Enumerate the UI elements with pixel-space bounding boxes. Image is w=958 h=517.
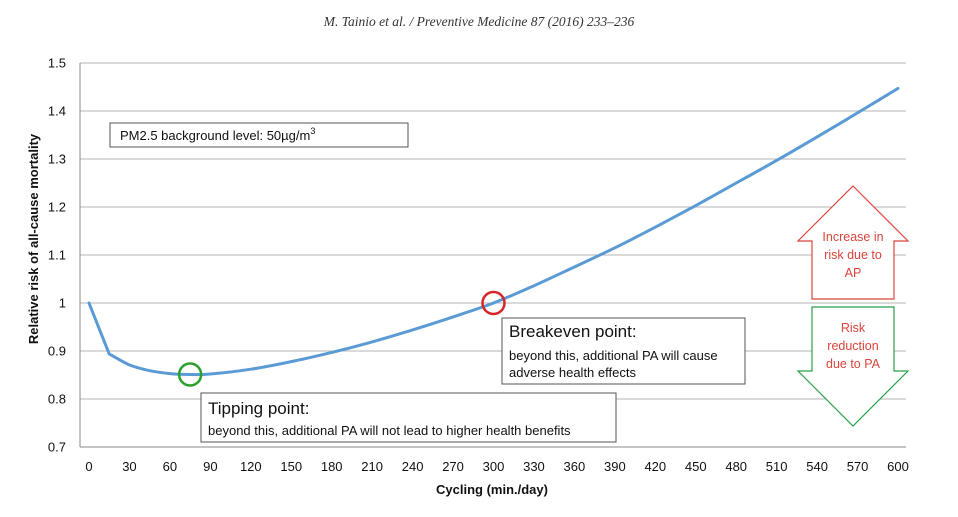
x-tick-label: 90 xyxy=(203,459,217,474)
y-tick-label: 0.9 xyxy=(48,344,66,359)
x-tick-label: 210 xyxy=(361,459,383,474)
tipping-point-marker xyxy=(177,362,203,387)
breakeven-line-1: beyond this, additional PA will cause xyxy=(509,348,718,363)
increase-arrow-shape xyxy=(796,185,910,300)
breakeven-frame xyxy=(501,317,746,385)
reduction-arrow-line-2: reduction xyxy=(827,339,878,353)
x-tick-label: 450 xyxy=(685,459,707,474)
y-tick-label: 1.2 xyxy=(48,200,66,215)
series-layer xyxy=(87,86,900,377)
increase-arrow-line-3: AP xyxy=(845,266,862,280)
risk-reduction-arrow: Risk reduction due to PA xyxy=(796,306,910,427)
breakeven-point-marker xyxy=(481,290,506,316)
reduction-arrow-line-3: due to PA xyxy=(826,357,881,371)
y-tick-label: 1.5 xyxy=(48,56,66,71)
y-tick-label: 0.7 xyxy=(48,440,66,455)
tipping-frame xyxy=(200,392,617,443)
tipping-annotation: Tipping point: beyond this, additional P… xyxy=(200,392,617,443)
increase-arrow-line-1: Increase in xyxy=(822,230,883,244)
x-tick-label: 510 xyxy=(766,459,788,474)
x-tick-label: 270 xyxy=(442,459,464,474)
x-tick-label: 180 xyxy=(321,459,343,474)
increase-arrow-line-2: risk due to xyxy=(824,248,882,262)
tipping-line-1: beyond this, additional PA will not lead… xyxy=(208,423,571,438)
x-tick-label: 420 xyxy=(644,459,666,474)
series-line xyxy=(87,86,900,377)
gridlines xyxy=(80,62,906,448)
x-tick-label: 30 xyxy=(122,459,136,474)
x-tick-label: 240 xyxy=(402,459,424,474)
y-tick-label: 1.4 xyxy=(48,104,66,119)
y-tick-label: 1.1 xyxy=(48,248,66,263)
y-tick-label: 0.8 xyxy=(48,392,66,407)
background-level-frame xyxy=(109,122,409,148)
x-tick-label: 570 xyxy=(847,459,869,474)
x-tick-label: 150 xyxy=(280,459,302,474)
x-tick-label: 60 xyxy=(163,459,177,474)
x-tick-label: 360 xyxy=(564,459,586,474)
reduction-arrow-shape xyxy=(796,306,910,427)
y-tick-label: 1 xyxy=(59,296,66,311)
x-tick-label: 600 xyxy=(887,459,909,474)
background-level-superscript: 3 xyxy=(310,126,315,136)
background-level-text: PM2.5 background level: 50µg/m xyxy=(120,128,310,143)
journal-header: M. Tainio et al. / Preventive Medicine 8… xyxy=(323,14,635,29)
breakeven-annotation: Breakeven point: beyond this, additional… xyxy=(501,317,746,385)
x-tick-label: 480 xyxy=(725,459,747,474)
y-tick-label: 1.3 xyxy=(48,152,66,167)
breakeven-title: Breakeven point: xyxy=(509,322,637,341)
y-axis-title: Relative risk of all-cause mortality xyxy=(26,133,41,344)
x-tick-labels: 0 30 60 90 120 150 180 210 240 270 300 330 360 390 420… xyxy=(85,459,908,474)
background-level-box: PM2.5 background level: 50µg/m3 xyxy=(109,122,409,148)
x-tick-label: 390 xyxy=(604,459,626,474)
x-tick-label: 300 xyxy=(483,459,505,474)
reduction-arrow-line-1: Risk xyxy=(841,321,866,335)
increase-risk-arrow: Increase in risk due to AP xyxy=(796,185,910,300)
x-axis-title: Cycling (min./day) xyxy=(436,482,548,497)
breakeven-line-2: adverse health effects xyxy=(509,365,636,380)
x-tick-label: 540 xyxy=(806,459,828,474)
x-tick-label: 330 xyxy=(523,459,545,474)
x-tick-label: 0 xyxy=(85,459,92,474)
y-tick-labels: 0.7 0.8 0.9 1 1.1 1.2 1.3 1.4 1.5 xyxy=(48,56,66,455)
x-tick-label: 120 xyxy=(240,459,262,474)
background-level-label: PM2.5 background level: 50µg/m3 xyxy=(120,126,315,143)
tipping-title: Tipping point: xyxy=(208,399,309,418)
axes xyxy=(79,63,906,448)
